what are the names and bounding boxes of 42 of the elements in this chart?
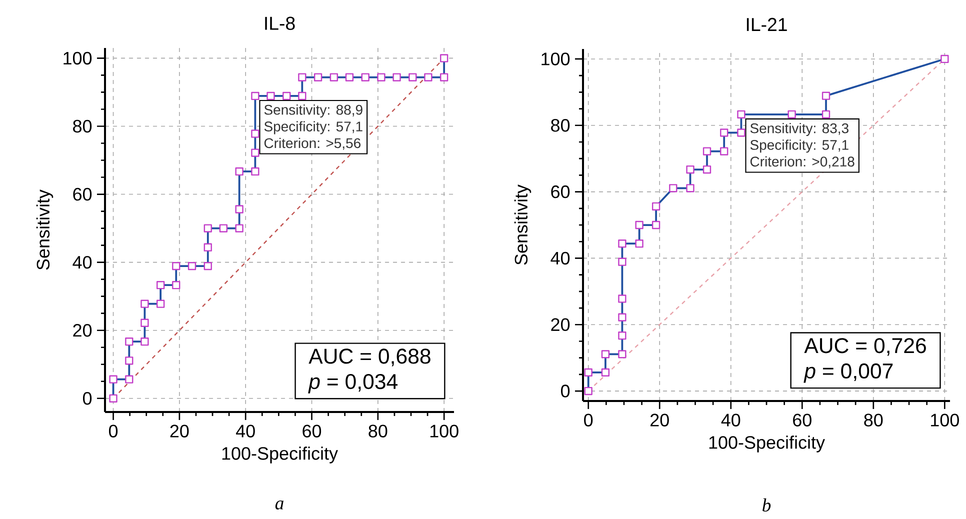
annotation: p = 0,034 [308, 374, 398, 394]
y-axis-title: Sensitivity [514, 184, 532, 265]
y-tick-label: 60 [551, 185, 570, 198]
annotation: Criterion: >5,56 [264, 138, 360, 150]
y-tick-label: 60 [73, 188, 92, 201]
y-tick-label: 20 [73, 324, 92, 337]
y-tick-label: 0 [82, 392, 92, 405]
y-tick-label: 80 [551, 119, 570, 132]
x-tick-label: 0 [108, 424, 118, 438]
y-tick-label: 40 [550, 252, 570, 265]
annotation: AUC = 0,688 [308, 348, 430, 366]
x-tick-label: 60 [302, 424, 322, 438]
annotation: Criterion: >0,218 [750, 156, 854, 168]
text: b [762, 498, 771, 512]
annotation: Sensitivity: 88,9 [264, 104, 362, 118]
x-tick-label: 20 [170, 424, 189, 438]
x-tick-label: 40 [721, 414, 740, 426]
annotation: Specificity: 57,1 [750, 140, 848, 153]
annotation: Specificity: 57,1 [264, 121, 362, 134]
annotation: Sensitivity: 83,3 [750, 122, 848, 136]
x-tick-label: 100 [931, 414, 959, 426]
x-tick-label: 40 [236, 424, 255, 438]
x-tick-label: 20 [650, 414, 669, 426]
x-tick-label: 60 [793, 414, 812, 426]
y-tick-label: 20 [551, 318, 570, 331]
text: a [275, 500, 284, 510]
x-axis-title: 100-Specificity [709, 436, 825, 452]
annotation: p = 0,007 [804, 363, 893, 383]
x-tick-label: 0 [584, 414, 593, 426]
x-axis-title: 100-Specificity [222, 446, 338, 464]
y-tick-label: 100 [542, 52, 570, 66]
y-tick-label: 40 [72, 256, 92, 269]
x-tick-label: 80 [864, 414, 883, 426]
y-axis-title: Sensitivity [36, 190, 54, 270]
x-tick-label: 80 [368, 424, 388, 438]
chart-title: IL-8 [265, 16, 295, 30]
y-tick-label: 100 [64, 52, 92, 65]
y-tick-label: 80 [73, 120, 92, 133]
annotation: AUC = 0,726 [804, 338, 926, 356]
y-tick-label: 0 [560, 384, 570, 398]
chart-title: IL-21 [746, 18, 787, 31]
x-tick-label: 100 [430, 424, 458, 438]
